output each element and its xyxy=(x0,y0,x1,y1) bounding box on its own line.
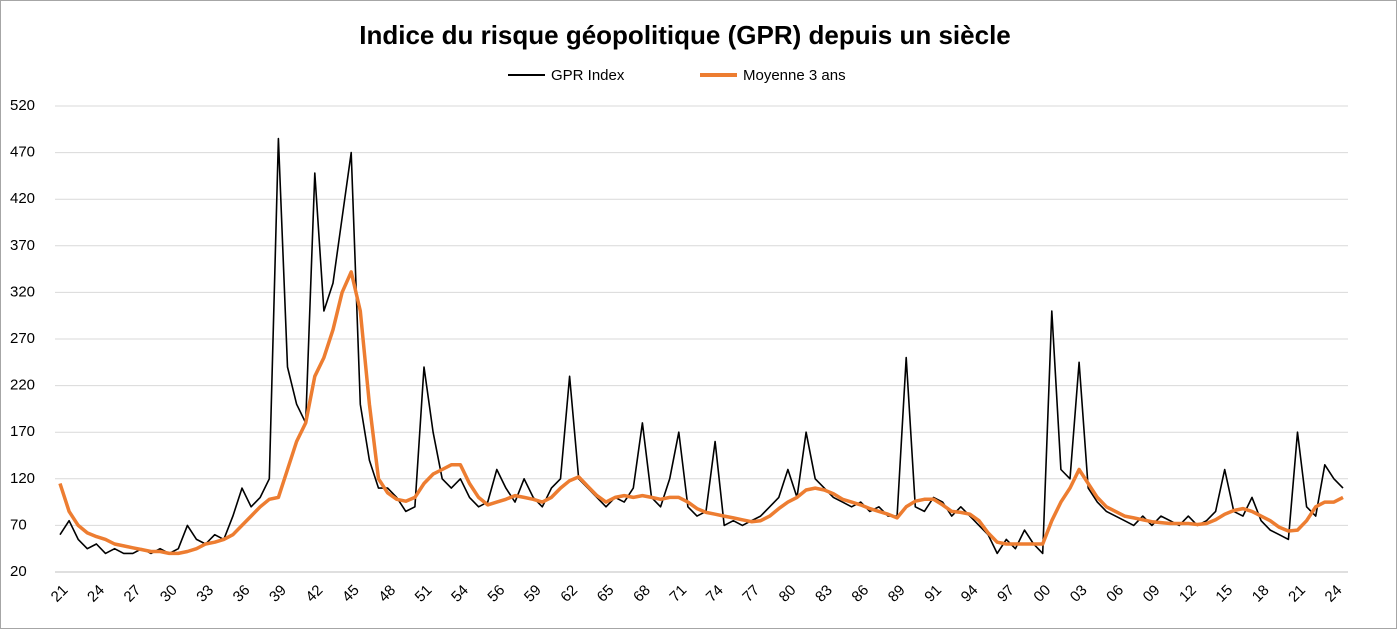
y-tick-label: 320 xyxy=(10,283,35,300)
y-tick-label: 270 xyxy=(10,330,35,347)
y-tick-label: 120 xyxy=(10,470,35,487)
legend-label: GPR Index xyxy=(551,67,625,84)
y-tick-label: 520 xyxy=(10,97,35,114)
legend: GPR Index Moyenne 3 ans xyxy=(508,67,846,84)
legend-label: Moyenne 3 ans xyxy=(743,67,846,84)
y-tick-label: 70 xyxy=(10,516,27,533)
series-line xyxy=(58,270,1344,556)
series-line xyxy=(59,137,1344,555)
y-tick-label: 220 xyxy=(10,377,35,394)
y-tick-label: 470 xyxy=(10,144,35,161)
y-tick-label: 370 xyxy=(10,237,35,254)
y-tick-label: 170 xyxy=(10,423,35,440)
y-tick-label: 20 xyxy=(10,563,27,580)
y-tick-label: 420 xyxy=(10,190,35,207)
chart-title: Indice du risque géopolitique (GPR) depu… xyxy=(359,20,1011,50)
